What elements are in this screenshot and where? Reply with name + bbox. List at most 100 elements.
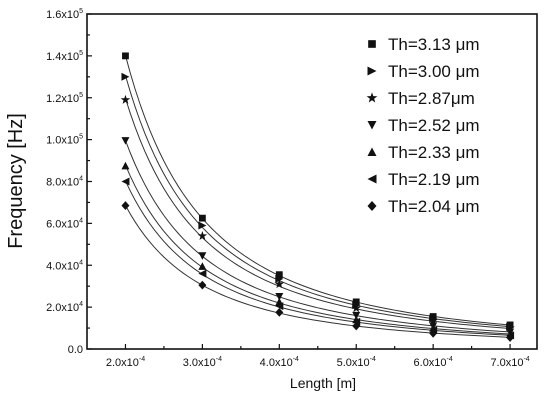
y-tick-label-mantissa: 4.0x10 (46, 260, 79, 272)
data-point (506, 333, 515, 342)
data-point (198, 269, 207, 278)
x-tick-label: 4.0x10-4 (260, 356, 299, 369)
y-tick-label-exponent: 5 (79, 8, 83, 15)
legend: Th=3.13 μm Th=3.00 μm Th=2.87μm Th=2.52 μm T… (366, 35, 480, 216)
fit-curve (125, 164, 511, 335)
x-axis-ticks: 2.0x10-4 3.0x10-4 4.0x10-4 5.0x10-4 6.0x10-4… (106, 344, 530, 369)
x-tick-label-mantissa: 3.0x10 (183, 357, 216, 369)
data-point (275, 274, 284, 283)
legend-label: Th=2.87μm (388, 89, 475, 108)
x-tick-label: 2.0x10-4 (106, 356, 145, 369)
y-tick-label-exponent: 5 (79, 50, 83, 57)
y-tick-label-exponent: 5 (79, 134, 83, 141)
y-tick-label: 0.0 (68, 344, 83, 356)
fit-curve (125, 180, 511, 336)
y-tick-label: 8.0x104 (46, 176, 83, 189)
y-tick-label-exponent: 4 (79, 217, 83, 224)
y-tick-label-mantissa: 1.0x10 (46, 135, 79, 147)
x-tick-label-mantissa: 7.0x10 (490, 357, 523, 369)
legend-label: Th=2.04 μm (388, 197, 480, 216)
y-axis-title: Frequency [Hz] (5, 113, 27, 249)
y-tick-label: 1.2x105 (46, 92, 83, 105)
x-tick-label: 3.0x10-4 (183, 356, 222, 369)
y-tick-label: 1.6x105 (46, 8, 83, 21)
data-point (198, 262, 207, 270)
y-tick-label-exponent: 5 (79, 92, 83, 99)
legend-label: Th=2.52 μm (388, 116, 480, 135)
data-point (198, 214, 206, 222)
y-tick-label: 2.0x104 (46, 301, 83, 314)
data-point (198, 280, 207, 290)
legend-marker (367, 120, 377, 130)
data-point (121, 72, 130, 81)
y-tick-label-exponent: 4 (79, 176, 83, 183)
y-tick-label-mantissa: 1.6x10 (46, 9, 79, 21)
legend-label: Th=2.19 μm (388, 170, 480, 189)
data-point (505, 323, 515, 333)
data-point (198, 252, 207, 260)
data-point (351, 303, 361, 313)
y-tick-label-exponent: 4 (79, 259, 83, 266)
data-point (121, 161, 130, 170)
x-tick-label: 7.0x10-4 (490, 356, 529, 369)
data-point (121, 137, 130, 145)
data-point (274, 279, 285, 289)
legend-marker (367, 147, 377, 157)
y-tick-label-exponent: 4 (79, 301, 83, 308)
y-tick-label-mantissa: 6.0x10 (46, 218, 79, 230)
x-axis-title: Length [m] (290, 375, 356, 391)
data-point (429, 328, 438, 338)
y-tick-label: 4.0x104 (46, 259, 83, 272)
x-tick-label-exponent: -4 (293, 356, 299, 363)
legend-marker (367, 174, 377, 184)
legend-marker (367, 201, 377, 211)
x-tick-label-exponent: -4 (523, 356, 529, 363)
y-tick-label: 1.0x105 (46, 134, 83, 147)
fit-curves (124, 55, 511, 338)
data-point (120, 94, 131, 104)
data-point (428, 315, 438, 325)
data-points (120, 52, 515, 342)
data-point (198, 221, 207, 230)
data-point (121, 201, 130, 210)
legend-marker (367, 66, 377, 76)
y-axis-ticks: 0.02.0x1044.0x1046.0x1048.0x1041.0x1051.… (46, 8, 92, 356)
data-point (275, 293, 284, 301)
data-point (352, 321, 361, 331)
y-tick-label: 1.4x105 (46, 50, 83, 63)
x-tick-label-mantissa: 4.0x10 (260, 357, 293, 369)
y-tick-label-mantissa: 8.0x10 (46, 177, 79, 189)
y-tick-label-mantissa: 0.0 (68, 344, 83, 356)
fit-curve (124, 75, 511, 328)
y-tick-label-mantissa: 1.4x10 (46, 51, 79, 63)
data-point (275, 307, 284, 317)
fit-curve (124, 55, 511, 326)
x-tick-label-mantissa: 6.0x10 (414, 357, 447, 369)
x-tick-label-exponent: -4 (447, 356, 453, 363)
data-point (352, 298, 360, 306)
x-tick-label-exponent: -4 (216, 356, 222, 363)
fit-curve (125, 205, 511, 338)
y-tick-label: 6.0x104 (46, 217, 83, 230)
x-tick-label: 5.0x10-4 (337, 356, 376, 369)
fit-curve (124, 140, 511, 333)
data-point (197, 230, 208, 240)
x-tick-label-exponent: -4 (139, 356, 145, 363)
legend-label: Th=3.13 μm (388, 35, 480, 54)
fit-curve (124, 98, 511, 330)
x-tick-label-mantissa: 5.0x10 (337, 357, 370, 369)
legend-marker (368, 40, 376, 48)
legend-label: Th=3.00 μm (388, 62, 480, 81)
y-tick-label-mantissa: 2.0x10 (46, 302, 79, 314)
x-tick-label-mantissa: 2.0x10 (106, 357, 139, 369)
y-tick-label-mantissa: 1.2x10 (46, 93, 79, 105)
legend-label: Th=2.33 μm (388, 143, 480, 162)
data-point (122, 52, 129, 60)
data-point (121, 177, 130, 186)
data-point (275, 271, 283, 279)
data-point (275, 302, 284, 311)
x-tick-label: 6.0x10-4 (414, 356, 453, 369)
legend-marker (366, 92, 378, 103)
x-tick-label-exponent: -4 (370, 356, 376, 363)
